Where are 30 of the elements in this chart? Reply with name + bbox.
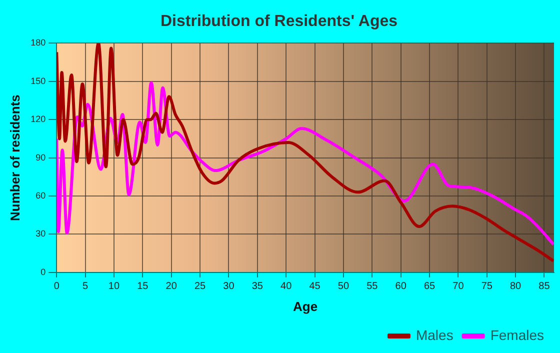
y-tick-label: 150: [30, 76, 46, 86]
x-tick-label: 10: [108, 281, 120, 292]
x-axis-title: Age: [293, 298, 318, 314]
x-tick-label: 15: [137, 281, 149, 292]
y-tick-label: 90: [36, 152, 46, 162]
y-tick-label: 120: [30, 114, 46, 124]
x-tick-label: 20: [166, 281, 178, 292]
x-tick-label: 5: [82, 281, 89, 292]
x-tick-label: 80: [510, 281, 522, 292]
x-tick-label: 0: [54, 281, 60, 292]
legend-label: Males: [416, 326, 454, 343]
y-tick-label: 180: [30, 38, 46, 48]
x-tick-label: 30: [223, 281, 235, 292]
x-tick-label: 75: [481, 281, 493, 292]
x-tick-label: 50: [338, 281, 350, 292]
x-tick-label: 55: [366, 281, 378, 292]
x-tick-label: 25: [194, 281, 206, 292]
chart-title: Distribution of Residents' Ages: [160, 13, 398, 30]
y-tick-label: 30: [36, 228, 46, 239]
x-tick-label: 40: [280, 281, 292, 292]
legend-label: Females: [490, 326, 544, 343]
x-tick-label: 70: [452, 281, 464, 292]
x-tick-label: 65: [424, 281, 436, 292]
x-tick-label: 35: [252, 281, 264, 292]
x-tick-label: 85: [538, 281, 550, 292]
y-tick-label: 0: [40, 266, 46, 277]
y-tick-label: 60: [36, 190, 46, 200]
x-tick-label: 60: [395, 281, 407, 292]
y-axis-title: Number of residents: [7, 94, 22, 222]
x-tick-label: 45: [309, 281, 321, 292]
